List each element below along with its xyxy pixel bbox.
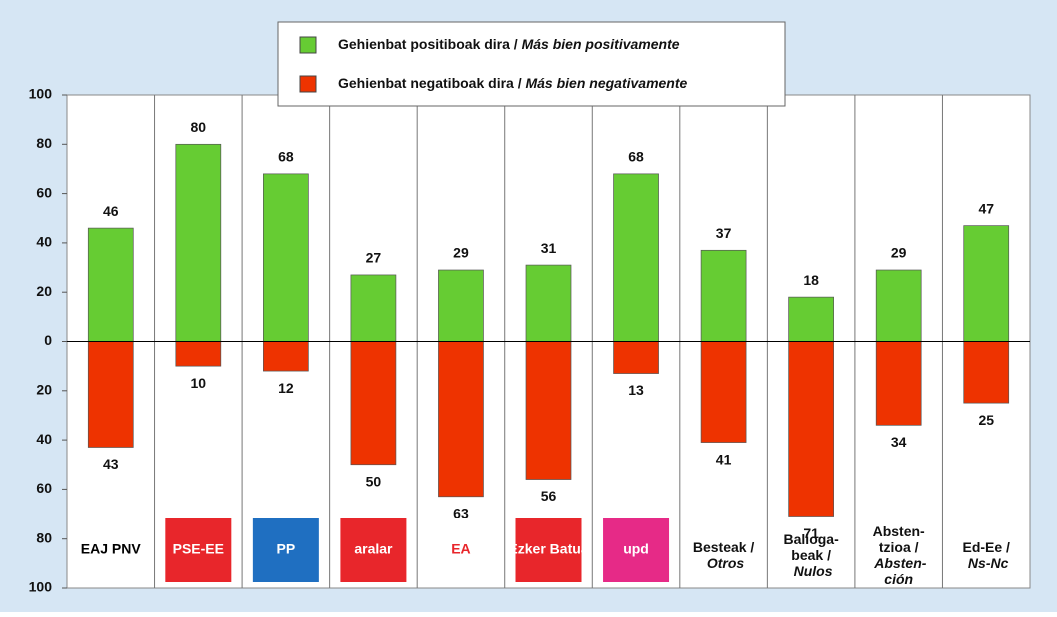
logo xyxy=(603,518,670,582)
data-label: 31 xyxy=(541,240,557,256)
bar xyxy=(350,341,397,466)
bar xyxy=(525,264,572,342)
legend-swatch xyxy=(299,75,317,93)
data-label: 41 xyxy=(716,451,732,467)
x-tick-label: EA xyxy=(451,541,470,557)
x-tick-label: upd xyxy=(623,541,649,557)
bar xyxy=(700,249,747,342)
x-tick-label: Ed-Ee / Ns-Nc xyxy=(962,539,1010,571)
bar xyxy=(87,341,134,448)
y-tick-label: 60 xyxy=(36,184,52,200)
x-tick-label: PSE-EE xyxy=(173,541,224,557)
y-tick-label: 80 xyxy=(36,529,52,545)
bar xyxy=(963,341,1010,404)
data-label: 29 xyxy=(891,245,907,261)
data-label: 25 xyxy=(978,412,994,428)
x-tick-label: Besteak / Otros xyxy=(693,539,755,571)
data-label: 27 xyxy=(366,250,382,266)
logo xyxy=(77,518,144,582)
x-tick-label: PP xyxy=(277,541,296,557)
data-label: 46 xyxy=(103,203,119,219)
y-tick-label: 40 xyxy=(36,431,52,447)
data-label: 12 xyxy=(278,380,294,396)
bar xyxy=(438,341,484,498)
logo xyxy=(340,518,407,582)
y-tick-label: 100 xyxy=(29,86,53,102)
data-label: 68 xyxy=(278,149,294,165)
y-tick-label: 40 xyxy=(36,234,52,250)
bar xyxy=(700,341,747,443)
logo xyxy=(252,518,319,582)
logo xyxy=(427,518,494,582)
data-label: 47 xyxy=(978,200,994,216)
y-tick-label: 100 xyxy=(29,579,53,595)
bar xyxy=(788,341,834,517)
data-label: 71 xyxy=(803,525,819,541)
bar xyxy=(263,341,309,372)
data-label: 63 xyxy=(453,505,469,521)
bar xyxy=(875,341,922,426)
data-label: 13 xyxy=(628,382,644,398)
legend-box xyxy=(277,21,786,107)
bar xyxy=(350,274,397,342)
bar xyxy=(613,341,659,374)
bar xyxy=(175,341,222,367)
y-tick-label: 0 xyxy=(44,332,52,348)
logo xyxy=(515,518,582,582)
legend-swatch xyxy=(299,36,317,54)
x-tick-label: Balioga-beak / Nulos xyxy=(784,531,840,579)
bar xyxy=(875,269,922,342)
bar xyxy=(263,173,309,342)
legend-label: Gehienbat positiboak dira / Más bien pos… xyxy=(338,36,680,52)
bar xyxy=(525,341,572,480)
logo xyxy=(165,518,232,582)
legend-label: Gehienbat negatiboak dira / Más bien neg… xyxy=(338,75,688,91)
data-label: 80 xyxy=(191,119,207,135)
y-tick-label: 20 xyxy=(36,283,52,299)
data-label: 18 xyxy=(803,272,819,288)
data-label: 34 xyxy=(891,434,907,450)
data-label: 68 xyxy=(628,149,644,165)
bar xyxy=(438,269,484,342)
bar xyxy=(613,173,659,342)
data-label: 50 xyxy=(366,473,382,489)
data-label: 37 xyxy=(716,225,732,241)
y-tick-label: 20 xyxy=(36,382,52,398)
y-tick-label: 80 xyxy=(36,135,52,151)
bar xyxy=(175,143,222,342)
x-tick-label: EAJ PNV xyxy=(81,541,142,557)
data-label: 29 xyxy=(453,245,469,261)
y-tick-label: 60 xyxy=(36,480,52,496)
data-label: 10 xyxy=(191,375,207,391)
x-tick-label: aralar xyxy=(354,541,393,557)
data-label: 43 xyxy=(103,456,119,472)
x-tick-label: Absten-tzioa / Absten-ción xyxy=(871,523,927,587)
x-tick-label: Ezker Batua xyxy=(508,541,588,557)
bar xyxy=(963,225,1010,342)
bar xyxy=(87,227,134,342)
data-label: 56 xyxy=(541,488,557,504)
bar xyxy=(788,296,834,342)
